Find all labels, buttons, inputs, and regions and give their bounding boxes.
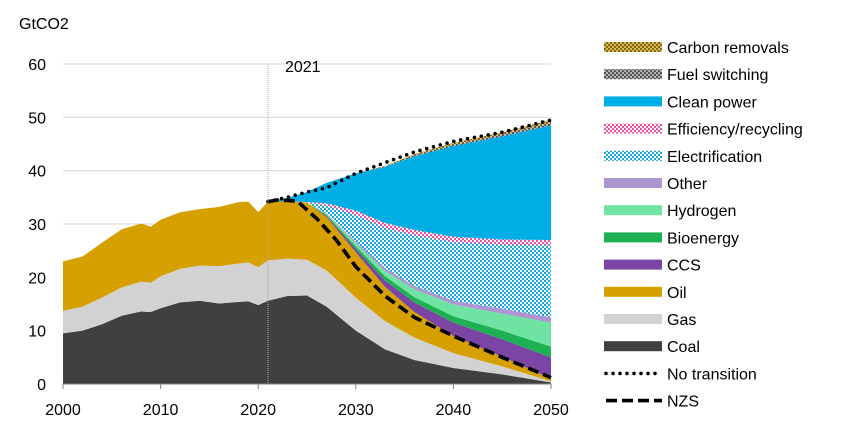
y-tick-label-20: 20	[28, 270, 46, 287]
legend-label-no-transition: No transition	[667, 366, 757, 383]
y-tick-label-30: 30	[28, 217, 46, 234]
legend-swatch-other	[604, 178, 662, 188]
y-tick-label-50: 50	[28, 110, 46, 127]
projection-area-hydrogen	[267, 201, 551, 347]
legend-label-ccs: CCS	[667, 258, 701, 275]
legend-swatch-oil	[604, 286, 662, 297]
legend-item-nzs: NZS	[606, 394, 699, 411]
legend-label-bioenergy: Bioenergy	[667, 230, 739, 247]
y-tick-label-60: 60	[28, 57, 46, 74]
legend-item-efficiency-recycling: Efficiency/recycling	[604, 122, 803, 139]
legend-swatch-gas	[604, 314, 662, 324]
year-divider-label: 2021	[285, 59, 321, 76]
legend-item-coal: Coal	[604, 339, 700, 356]
y-tick-label-0: 0	[37, 377, 46, 394]
projection-area-gas	[267, 258, 551, 383]
x-tick-label-2000: 2000	[45, 402, 81, 419]
legend-item-no-transition: No transition	[604, 366, 757, 383]
area-series	[63, 120, 551, 384]
historical-area-oil	[63, 201, 268, 311]
legend-item-electrification: Electrification	[604, 149, 762, 166]
x-tick-label-2040: 2040	[436, 402, 472, 419]
historical-area-gas	[63, 260, 268, 334]
legend-swatch-coal	[604, 341, 662, 352]
legend-swatch-ccs	[604, 259, 662, 270]
y-tick-label-40: 40	[28, 164, 46, 181]
legend-label-other: Other	[667, 176, 708, 193]
legend-item-bioenergy: Bioenergy	[604, 230, 739, 247]
legend-swatch-clean-power	[604, 96, 662, 107]
historical-area-coal	[63, 300, 268, 384]
legend-swatch-carbon-removals	[604, 42, 662, 52]
legend-label-oil: Oil	[667, 285, 687, 302]
legend-label-electrification: Electrification	[667, 149, 762, 166]
legend-label-hydrogen: Hydrogen	[667, 203, 736, 220]
legend-swatch-hydrogen	[604, 205, 662, 216]
legend-label-coal: Coal	[667, 339, 700, 356]
legend: Carbon removals Fuel switching Clean power…	[604, 40, 803, 411]
legend-swatch-bioenergy	[604, 232, 662, 243]
legend-item-oil: Oil	[604, 285, 687, 302]
line-nzs	[267, 198, 552, 380]
legend-label-clean-power: Clean power	[667, 94, 758, 111]
x-tick-label-2050: 2050	[533, 402, 569, 419]
legend-label-nzs: NZS	[667, 394, 699, 411]
x-tick-label-2020: 2020	[240, 402, 276, 419]
projection-area-electrification	[267, 201, 551, 318]
legend-label-efficiency-recycling: Efficiency/recycling	[667, 122, 803, 139]
y-axis-label: GtCO2	[19, 16, 69, 33]
x-tick-label-2030: 2030	[338, 402, 374, 419]
legend-label-gas: Gas	[667, 312, 696, 329]
legend-item-fuel-switching: Fuel switching	[604, 67, 768, 84]
projection-area-bioenergy	[267, 201, 551, 358]
y-tick-label-10: 10	[28, 324, 46, 341]
legend-item-carbon-removals: Carbon removals	[604, 40, 789, 57]
scenario-lines	[266, 118, 553, 380]
legend-item-hydrogen: Hydrogen	[604, 203, 736, 220]
projection-area-clean-power	[267, 125, 551, 240]
legend-swatch-electrification	[604, 150, 662, 161]
legend-label-fuel-switching: Fuel switching	[667, 67, 768, 84]
legend-item-gas: Gas	[604, 312, 696, 329]
projection-area-oil	[267, 201, 551, 382]
projection-area-ccs	[267, 201, 551, 379]
legend-item-ccs: CCS	[604, 258, 701, 275]
legend-item-clean-power: Clean power	[604, 94, 758, 111]
projection-area-efficiency-recycling	[267, 201, 551, 246]
legend-label-carbon-removals: Carbon removals	[667, 40, 789, 57]
legend-swatch-fuel-switching	[604, 69, 662, 80]
x-tick-label-2010: 2010	[143, 402, 179, 419]
legend-swatch-efficiency-recycling	[604, 123, 662, 134]
projection-area-fuel-switching	[267, 122, 551, 202]
projection-area-coal	[267, 295, 551, 384]
legend-item-other: Other	[604, 176, 708, 193]
